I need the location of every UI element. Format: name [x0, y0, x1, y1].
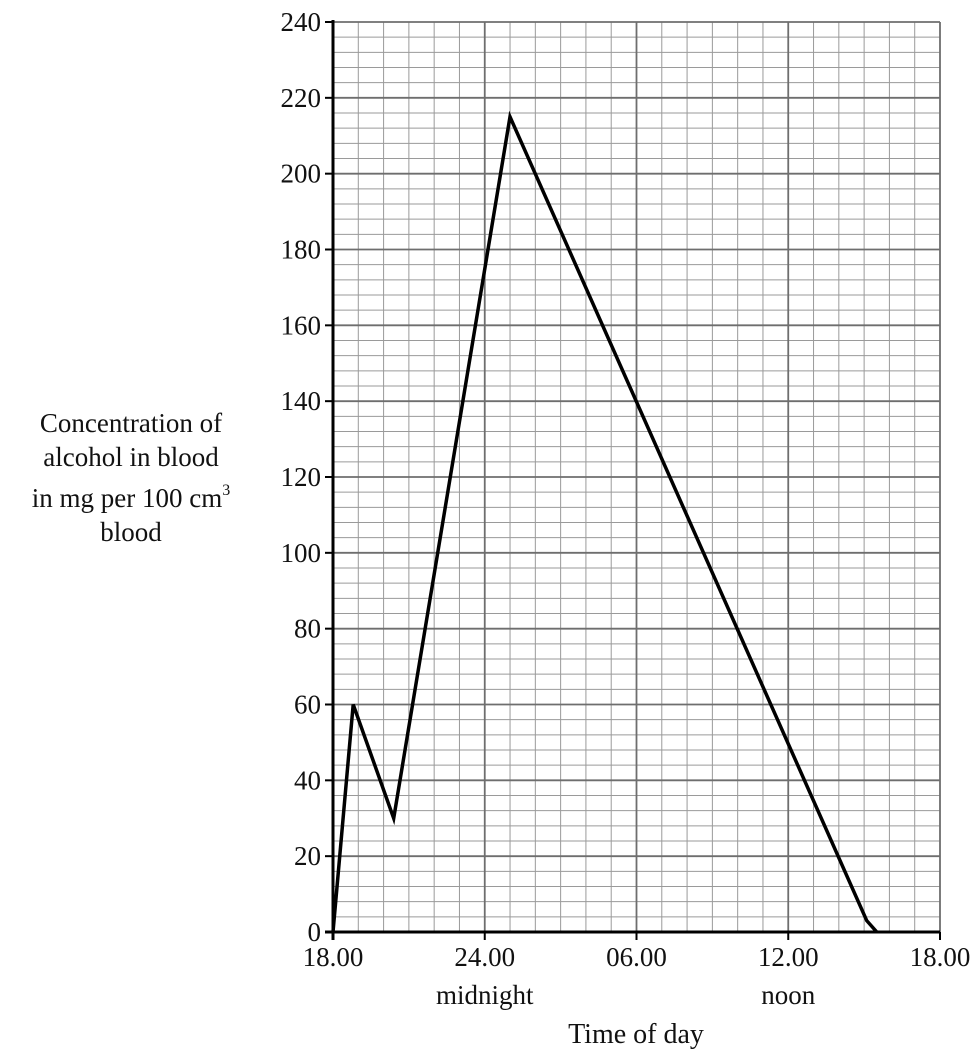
x-tick-label: 12.00	[758, 942, 819, 972]
y-axis-label: Concentration of alcohol in blood in mg …	[0, 406, 262, 549]
y-tick-label: 120	[281, 462, 322, 492]
y-tick-label: 20	[294, 841, 321, 871]
y-axis-label-line-4: blood	[0, 515, 262, 549]
x-tick-labels: 18.00 24.00 midnight 06.00 12.00 noon 18.00	[303, 932, 971, 1010]
y-tick-label: 80	[294, 614, 321, 644]
x-tick-label: 06.00	[606, 942, 667, 972]
y-tick-label: 100	[281, 538, 322, 568]
y-axis-label-line-2: alcohol in blood	[0, 440, 262, 474]
y-tick-label: 240	[281, 7, 322, 37]
x-tick-label: 18.00	[910, 942, 971, 972]
y-axis-label-line-1: Concentration of	[0, 406, 262, 440]
x-tick-label: 24.00	[454, 942, 515, 972]
y-tick-label: 60	[294, 690, 321, 720]
y-tick-label: 200	[281, 159, 322, 189]
series-line	[333, 117, 877, 932]
series-group	[333, 117, 877, 932]
x-tick-sublabel: midnight	[436, 980, 534, 1010]
x-axis-label: Time of day	[568, 1019, 704, 1050]
y-axis-label-superscript: 3	[222, 482, 230, 499]
y-tick-label: 220	[281, 83, 322, 113]
x-tick-sublabel: noon	[761, 980, 816, 1010]
y-axis-label-line-3-text: in mg per 100 cm	[32, 483, 222, 513]
y-tick-label: 160	[281, 310, 322, 340]
y-tick-label: 40	[294, 765, 321, 795]
y-tick-label: 140	[281, 386, 322, 416]
y-axis-label-line-3: in mg per 100 cm3	[0, 474, 262, 515]
x-tick-label: 18.00	[303, 942, 364, 972]
y-tick-label: 180	[281, 235, 322, 265]
